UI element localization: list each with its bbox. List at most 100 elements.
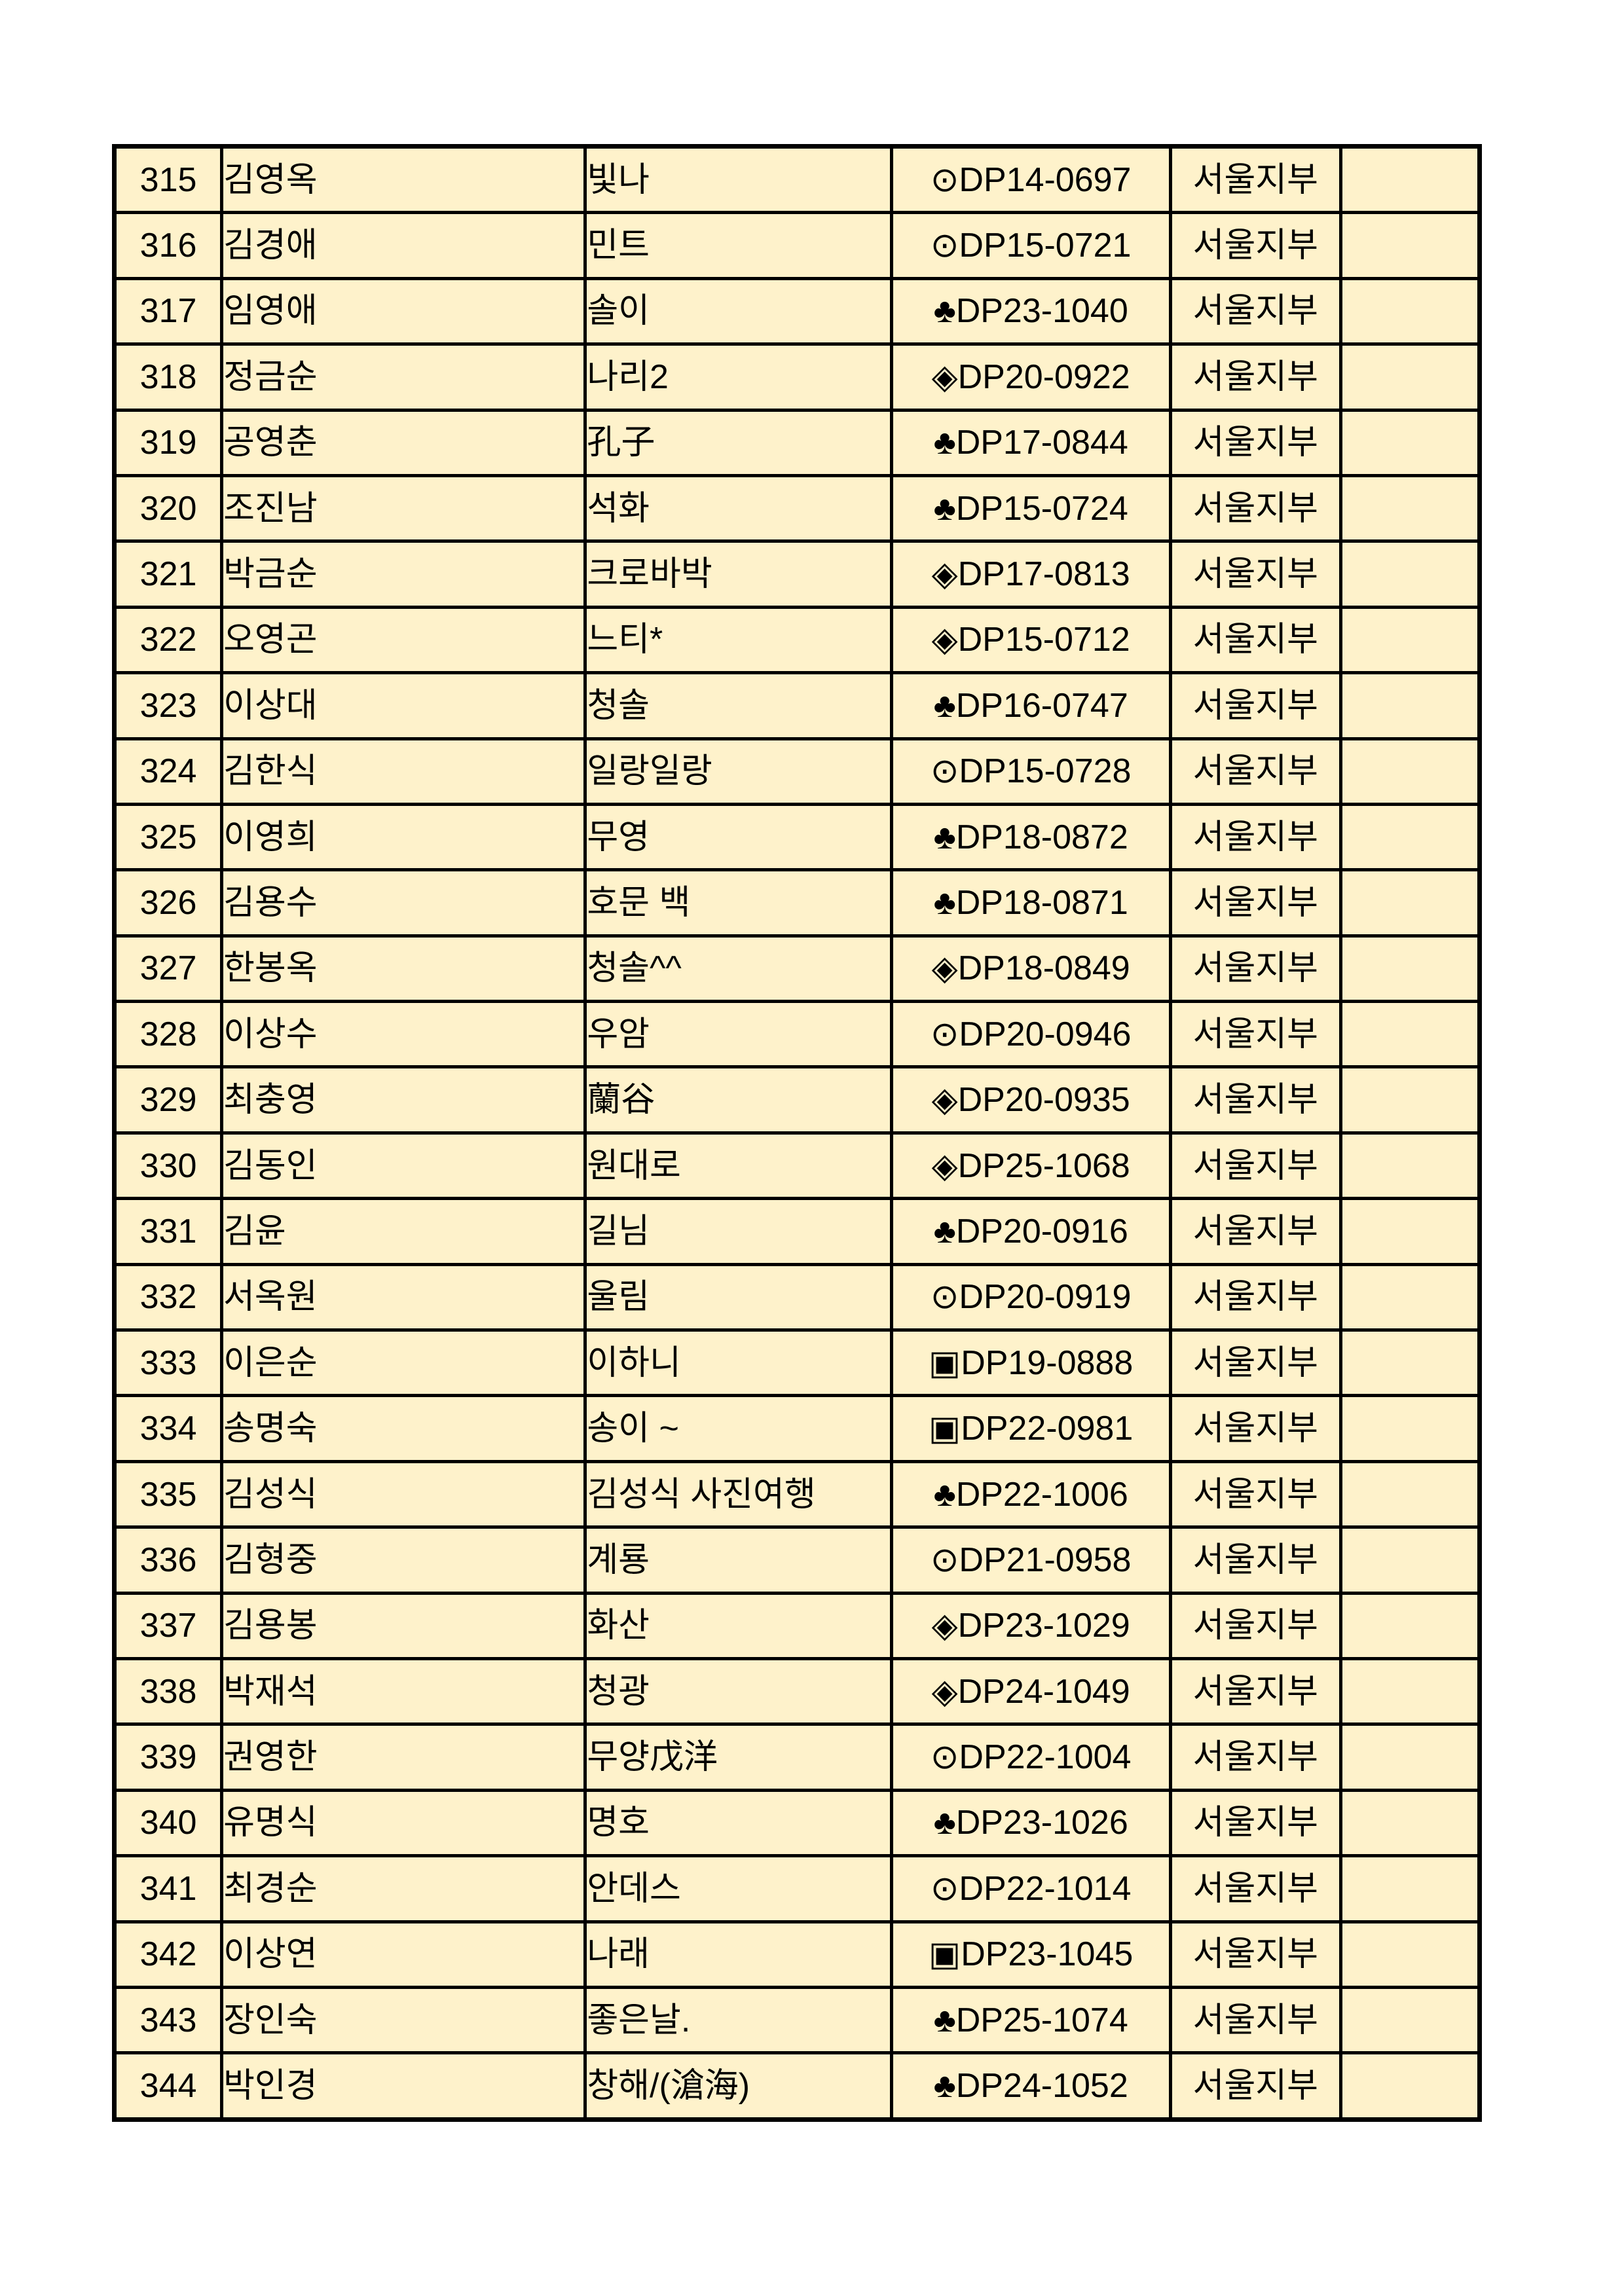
- member-code-cell: ⊙DP20-0919: [889, 1262, 1172, 1332]
- table-row: 321 박금순 크로바박 ◈DP17-0813 서울지부: [112, 539, 1482, 609]
- branch-cell: 서울지부: [1168, 1131, 1342, 1201]
- grade-symbol-icon: ⊙: [930, 1540, 959, 1579]
- nickname-cell: 느티*: [583, 605, 893, 675]
- member-code: DP15-0728: [959, 752, 1132, 791]
- member-code-cell: ♣DP24-1052: [889, 2051, 1172, 2121]
- nickname-cell: 창해/(滄海): [583, 2051, 893, 2121]
- table-row: 344 박인경 창해/(滄海) ♣DP24-1052 서울지부: [112, 2051, 1482, 2121]
- nickname-cell: 화산: [583, 1591, 893, 1660]
- member-code-cell: ◈DP23-1029: [889, 1591, 1172, 1660]
- nickname-cell: 솔이: [583, 276, 893, 346]
- table-row: 330 김동인 원대로 ◈DP25-1068 서울지부: [112, 1131, 1482, 1201]
- member-code-cell: ▣DP19-0888: [889, 1328, 1172, 1398]
- table-row: 338 박재석 청광 ◈DP24-1049 서울지부: [112, 1656, 1482, 1726]
- grade-symbol-icon: ▣: [929, 1935, 961, 1974]
- member-name-cell: 김윤: [220, 1197, 587, 1266]
- empty-cell: [1338, 1262, 1482, 1332]
- nickname-cell: 송이 ~: [583, 1394, 893, 1463]
- grade-symbol-icon: ♣: [933, 424, 956, 462]
- row-number-cell: 331: [112, 1197, 224, 1266]
- branch-cell: 서울지부: [1168, 868, 1342, 938]
- member-code: DP15-0721: [959, 227, 1132, 265]
- nickname-cell: 무영: [583, 802, 893, 872]
- member-code-cell: ♣DP25-1074: [889, 1985, 1172, 2055]
- member-code-cell: ♣DP23-1026: [889, 1788, 1172, 1858]
- member-code-cell: ♣DP17-0844: [889, 408, 1172, 477]
- nickname-cell: 우암: [583, 1000, 893, 1069]
- member-name-cell: 김경애: [220, 211, 587, 280]
- empty-cell: [1338, 1328, 1482, 1398]
- empty-cell: [1338, 802, 1482, 872]
- table-row: 329 최충영 蘭谷 ◈DP20-0935 서울지부: [112, 1065, 1482, 1135]
- member-code: DP15-0724: [955, 489, 1128, 528]
- branch-cell: 서울지부: [1168, 1591, 1342, 1660]
- member-name-cell: 박인경: [220, 2051, 587, 2121]
- branch-cell: 서울지부: [1168, 1459, 1342, 1529]
- member-code-cell: ⊙DP22-1004: [889, 1722, 1172, 1792]
- member-code-cell: ⊙DP21-0958: [889, 1525, 1172, 1595]
- member-code-cell: ♣DP22-1006: [889, 1459, 1172, 1529]
- member-name-cell: 조진남: [220, 473, 587, 543]
- empty-cell: [1338, 211, 1482, 280]
- grade-symbol-icon: ◈: [931, 1146, 958, 1185]
- grade-symbol-icon: ♣: [933, 489, 956, 528]
- grade-symbol-icon: ♣: [933, 2067, 956, 2105]
- member-code-cell: ♣DP18-0872: [889, 802, 1172, 872]
- member-name-cell: 최경순: [220, 1854, 587, 1923]
- row-number-cell: 324: [112, 737, 224, 806]
- empty-cell: [1338, 539, 1482, 609]
- nickname-cell: 이하니: [583, 1328, 893, 1398]
- branch-cell: 서울지부: [1168, 1065, 1342, 1135]
- nickname-cell: 계룡: [583, 1525, 893, 1595]
- member-code: DP24-1049: [957, 1672, 1130, 1711]
- branch-cell: 서울지부: [1168, 1985, 1342, 2055]
- table-row: 328 이상수 우암 ⊙DP20-0946 서울지부: [112, 1000, 1482, 1069]
- row-number-cell: 316: [112, 211, 224, 280]
- empty-cell: [1338, 1459, 1482, 1529]
- member-code-cell: ♣DP18-0871: [889, 868, 1172, 938]
- member-name-cell: 송명숙: [220, 1394, 587, 1463]
- member-name-cell: 권영한: [220, 1722, 587, 1792]
- member-name-cell: 김용수: [220, 868, 587, 938]
- member-code-cell: ◈DP20-0922: [889, 342, 1172, 412]
- nickname-cell: 민트: [583, 211, 893, 280]
- member-code-cell: ♣DP15-0724: [889, 473, 1172, 543]
- grade-symbol-icon: ♣: [933, 686, 956, 725]
- row-number-cell: 330: [112, 1131, 224, 1201]
- nickname-cell: 蘭谷: [583, 1065, 893, 1135]
- empty-cell: [1338, 1722, 1482, 1792]
- member-name-cell: 김성식: [220, 1459, 587, 1529]
- member-name-cell: 정금순: [220, 342, 587, 412]
- grade-symbol-icon: ◈: [931, 1672, 958, 1711]
- member-code-cell: ⊙DP15-0728: [889, 737, 1172, 806]
- member-name-cell: 김동인: [220, 1131, 587, 1201]
- member-code-cell: ⊙DP22-1014: [889, 1854, 1172, 1923]
- member-code: DP22-1006: [955, 1475, 1128, 1514]
- member-name-cell: 김영옥: [220, 144, 587, 215]
- row-number-cell: 326: [112, 868, 224, 938]
- member-code: DP16-0747: [955, 686, 1128, 725]
- member-name-cell: 김형중: [220, 1525, 587, 1595]
- row-number-cell: 319: [112, 408, 224, 477]
- empty-cell: [1338, 473, 1482, 543]
- member-code: DP21-0958: [959, 1540, 1132, 1579]
- empty-cell: [1338, 1591, 1482, 1660]
- member-code: DP18-0849: [957, 949, 1130, 988]
- table-row: 333 이은순 이하니 ▣DP19-0888 서울지부: [112, 1328, 1482, 1398]
- branch-cell: 서울지부: [1168, 1722, 1342, 1792]
- row-number-cell: 322: [112, 605, 224, 675]
- row-number-cell: 340: [112, 1788, 224, 1858]
- nickname-cell: 孔子: [583, 408, 893, 477]
- table-row: 343 장인숙 좋은날. ♣DP25-1074 서울지부: [112, 1985, 1482, 2055]
- member-code: DP23-1029: [957, 1607, 1130, 1645]
- member-code: DP20-0946: [959, 1015, 1132, 1053]
- member-code-cell: ◈DP17-0813: [889, 539, 1172, 609]
- table-row: 322 오영곤 느티* ◈DP15-0712 서울지부: [112, 605, 1482, 675]
- member-name-cell: 김용봉: [220, 1591, 587, 1660]
- grade-symbol-icon: ◈: [931, 621, 958, 659]
- nickname-cell: 나리2: [583, 342, 893, 412]
- nickname-cell: 울림: [583, 1262, 893, 1332]
- row-number-cell: 333: [112, 1328, 224, 1398]
- empty-cell: [1338, 1854, 1482, 1923]
